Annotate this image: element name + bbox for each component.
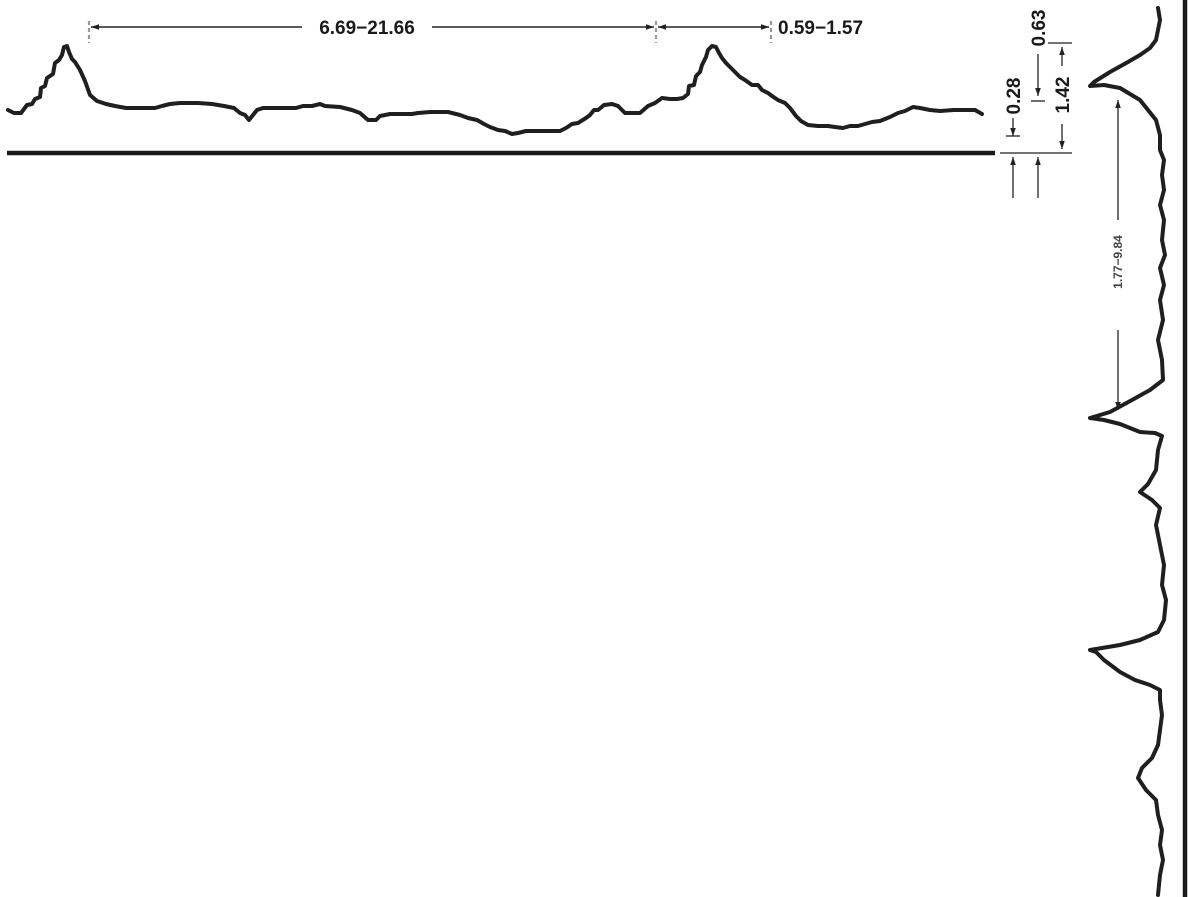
- width-dimension-label: 0.59−1.57: [778, 18, 863, 39]
- offset-a-label: 0.28: [1004, 78, 1025, 115]
- horizontal-profile-line: [6, 44, 984, 136]
- offset-b-label: 0.63: [1029, 10, 1050, 47]
- vertical-profile-line: [1088, 6, 1168, 897]
- spacing-dimension-label: 6.69−21.66: [319, 18, 415, 39]
- height-label: 1.42: [1053, 77, 1074, 114]
- vertical-spacing-label: 1.77−9.84: [1111, 235, 1125, 289]
